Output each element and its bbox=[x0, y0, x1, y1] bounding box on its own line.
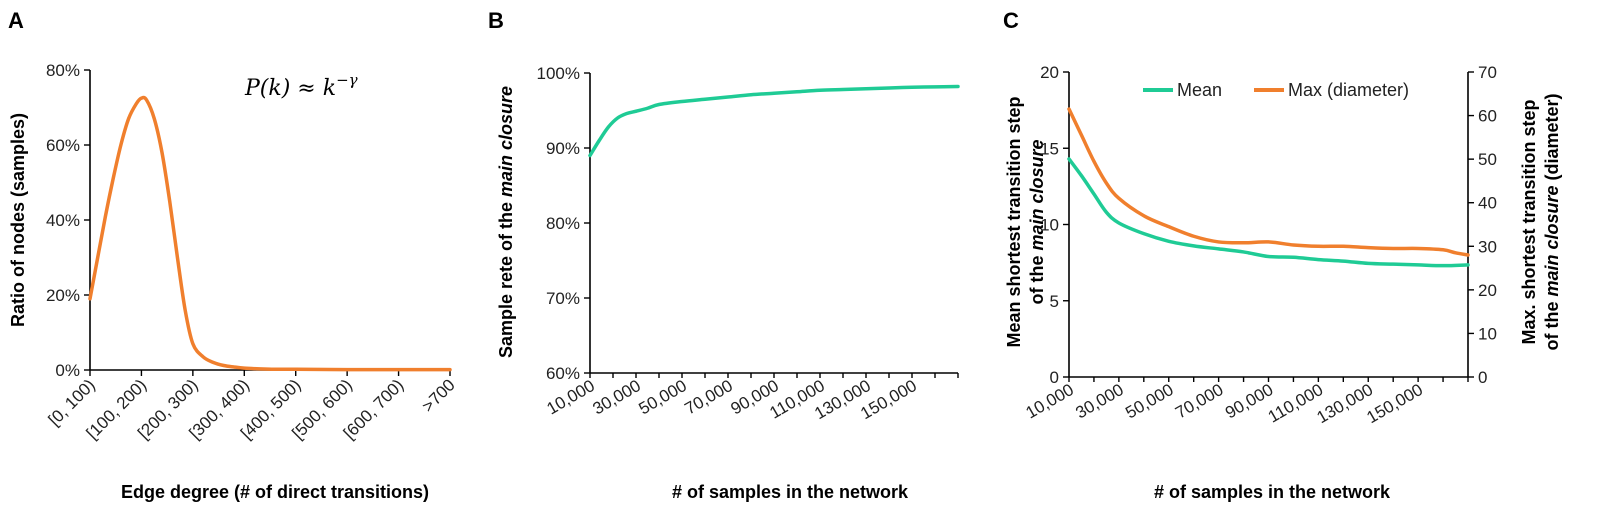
panel-c-y-tick-label-right: 40 bbox=[1478, 194, 1497, 213]
panel-c-y-tick-label-left: 5 bbox=[1050, 292, 1059, 311]
panel-a-y-tick-label: 20% bbox=[46, 286, 80, 305]
panel-c-max-diameter-line bbox=[1067, 107, 1470, 257]
panel-b-xlabel: # of samples in the network bbox=[672, 482, 909, 502]
panel-a-y-tick-label: 40% bbox=[46, 211, 80, 230]
panel-a-y-tick-label: 60% bbox=[46, 136, 80, 155]
panel-c-x-tick-label: 130,000 bbox=[1314, 380, 1377, 427]
panel-a-chart: A P(k) ≈ k−γ Ratio of nodes (samples) Ed… bbox=[8, 8, 459, 502]
panel-c-y-tick-label-left: 0 bbox=[1050, 368, 1059, 387]
panel-c-ylabel-right-line1: Max. shortest transition step bbox=[1519, 99, 1539, 344]
panel-b-y-tick-label: 80% bbox=[546, 214, 580, 233]
legend-max-label: Max (diameter) bbox=[1288, 80, 1409, 100]
panel-b-y-tick-label: 100% bbox=[537, 64, 580, 83]
panel-b-sample-rate-line bbox=[588, 84, 960, 158]
panel-a-ylabel: Ratio of nodes (samples) bbox=[8, 113, 28, 327]
panel-b-ylabel: Sample rete of the main closure bbox=[496, 86, 516, 358]
panel-c-y-tick-label-right: 30 bbox=[1478, 237, 1497, 256]
panel-b-x-tick-label: 70,000 bbox=[681, 376, 736, 418]
panel-b-chart: B Sample rete of the main closure # of s… bbox=[488, 8, 960, 502]
panel-c-y-tick-label-left: 20 bbox=[1040, 63, 1059, 82]
panel-c-chart: C Mean shortest transition step of the m… bbox=[1003, 8, 1562, 502]
panel-a-y-tick-label: 0% bbox=[55, 361, 80, 380]
panel-b-y-tick-label: 70% bbox=[546, 289, 580, 308]
panel-c-ylabel-right-line2: of the main closure (diameter) bbox=[1542, 93, 1562, 350]
panel-c-x-tick-label: 30,000 bbox=[1072, 380, 1127, 422]
panel-c-y-tick-label-right: 60 bbox=[1478, 107, 1497, 126]
panel-c-x-tick-label: 50,000 bbox=[1122, 380, 1177, 422]
panel-c-x-tick-label: 150,000 bbox=[1363, 380, 1426, 427]
panel-c-x-tick-label: 110,000 bbox=[1265, 380, 1327, 427]
panel-b-y-tick-label: 60% bbox=[546, 364, 580, 383]
panel-c-y-tick-label-left: 15 bbox=[1040, 139, 1059, 158]
power-law-formula: P(k) ≈ k−γ bbox=[244, 71, 358, 101]
legend-mean-label: Mean bbox=[1177, 80, 1222, 100]
panel-a-label: A bbox=[8, 8, 24, 33]
panel-c-y-tick-label-right: 0 bbox=[1478, 368, 1487, 387]
panel-c-label: C bbox=[1003, 8, 1019, 33]
panel-b-x-tick-label: 50,000 bbox=[635, 376, 690, 418]
panel-c-mean-line bbox=[1067, 157, 1470, 268]
panel-c-xlabel: # of samples in the network bbox=[1154, 482, 1391, 502]
panel-c-y-tick-label-right: 70 bbox=[1478, 63, 1497, 82]
panel-c-y-tick-label-right: 50 bbox=[1478, 150, 1497, 169]
panel-c-y-tick-label-right: 20 bbox=[1478, 281, 1497, 300]
panel-a-xlabel: Edge degree (# of direct transitions) bbox=[121, 482, 429, 502]
panel-b-label: B bbox=[488, 8, 504, 33]
panel-c-ylabel-left-line1: Mean shortest transition step bbox=[1004, 96, 1024, 347]
panel-a-degree-line bbox=[88, 95, 452, 372]
panel-c-y-tick-label-right: 10 bbox=[1478, 324, 1497, 343]
panel-a-x-tick-label: >700 bbox=[418, 375, 459, 416]
panel-c-ylabel-left-line2: of the main closure bbox=[1027, 139, 1047, 304]
panel-c-x-tick-label: 70,000 bbox=[1172, 380, 1227, 422]
panel-a-y-tick-label: 80% bbox=[46, 61, 80, 80]
panel-c-y-tick-label-left: 10 bbox=[1040, 216, 1059, 235]
panel-b-y-tick-label: 90% bbox=[546, 139, 580, 158]
panel-b-x-tick-label: 30,000 bbox=[589, 376, 644, 418]
